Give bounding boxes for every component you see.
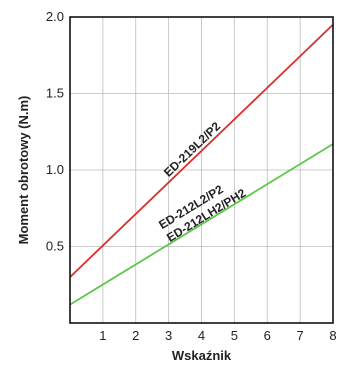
x-axis-title: Wskaźnik — [172, 348, 232, 363]
y-tick-label: 1.0 — [46, 162, 64, 177]
y-tick-label: 2.0 — [46, 9, 64, 24]
series-lines — [69, 24, 334, 306]
series-line-1 — [69, 24, 334, 278]
x-tick-label: 6 — [264, 328, 271, 343]
y-tick-label: 1.5 — [46, 86, 64, 101]
x-tick-label: 7 — [297, 328, 304, 343]
x-tick-label: 5 — [231, 328, 238, 343]
x-tick-label: 2 — [132, 328, 139, 343]
series-label-ed-219: ED-219L2/P2 — [161, 119, 223, 180]
series-line-2 — [69, 143, 334, 306]
plot-frame — [69, 16, 334, 324]
x-tick-label: 4 — [198, 328, 205, 343]
y-tick-labels: 0.5 1.0 1.5 2.0 — [46, 9, 64, 254]
y-axis-title: Moment obrotowy (N.m) — [16, 96, 31, 245]
x-tick-label: 8 — [329, 328, 336, 343]
y-tick-label: 0.5 — [46, 239, 64, 254]
x-tick-label: 1 — [99, 328, 106, 343]
x-tick-labels: 1 2 3 4 5 6 7 8 — [99, 328, 336, 343]
x-tick-label: 3 — [165, 328, 172, 343]
